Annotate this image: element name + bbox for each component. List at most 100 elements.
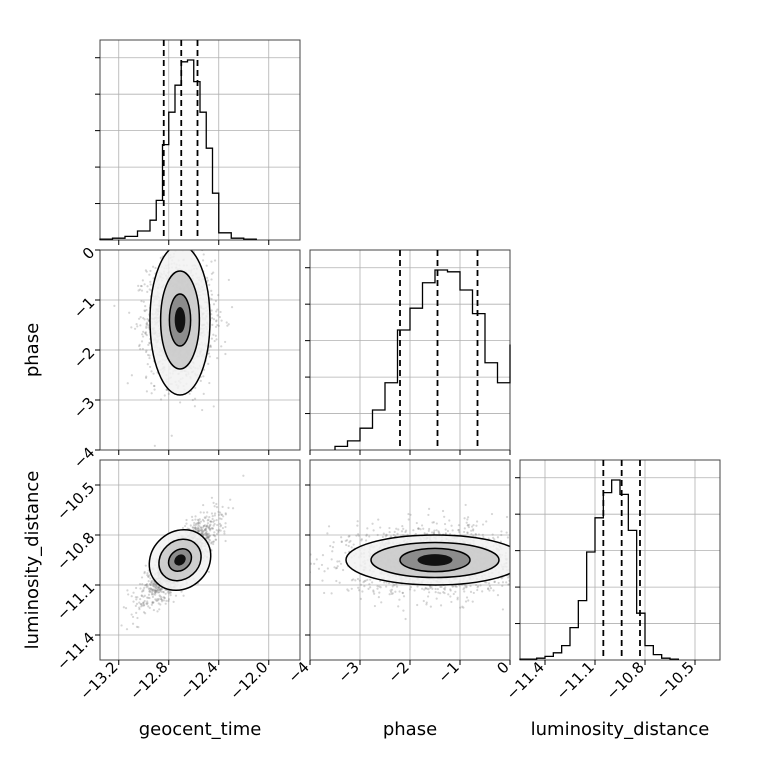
panel-geocent-time-vs-luminosity-distance-point [208, 516, 211, 519]
panel-geocent-time-vs-phase-point [142, 335, 145, 338]
panel-phase-vs-luminosity-distance-point [421, 587, 424, 590]
panel-geocent-time-vs-luminosity-distance-point [161, 588, 164, 591]
panel-geocent-time-vs-luminosity-distance-point [210, 496, 214, 499]
panel-phase-vs-luminosity-distance-point [310, 562, 313, 565]
panel-geocent-time-vs-luminosity-distance-point [146, 585, 149, 588]
panel-geocent-time-vs-phase-point [143, 309, 147, 313]
panel-phase-vs-luminosity-distance-point [378, 585, 381, 588]
panel-phase-vs-luminosity-distance-point [382, 532, 385, 535]
panel-phase-vs-luminosity-distance-point [499, 540, 502, 543]
panel-geocent-time-vs-luminosity-distance-point [155, 585, 158, 588]
panel-geocent-time-vs-luminosity-distance-point [194, 527, 197, 530]
panel-geocent-time-vs-phase-point [209, 345, 213, 348]
panel-phase-vs-luminosity-distance-point [361, 590, 364, 593]
panel-phase-vs-luminosity-distance-point [368, 535, 371, 538]
panel-geocent-time-vs-phase-point [216, 308, 219, 311]
panel-geocent-time-vs-luminosity-distance-point [146, 572, 149, 575]
panel-phase-vs-luminosity-distance-point [463, 527, 466, 530]
panel-phase-vs-luminosity-distance-point [458, 530, 461, 534]
panel-geocent-time-vs-luminosity-distance-point [172, 600, 175, 604]
panel-geocent-time-vs-phase-point [193, 405, 196, 408]
panel-geocent-time-vs-phase-point [215, 319, 218, 322]
panel-geocent-time-vs-luminosity-distance-point [150, 593, 154, 596]
panel-phase-vs-luminosity-distance-point [390, 590, 393, 594]
panel-phase-vs-luminosity-distance-point [388, 526, 391, 530]
panel-phase-vs-luminosity-distance-point [407, 512, 410, 516]
panel-phase-vs-luminosity-distance-point [435, 597, 438, 600]
panel-phase-vs-luminosity-distance-point [471, 600, 474, 603]
panel-geocent-time-vs-luminosity-distance-point [214, 538, 218, 541]
panel-geocent-time-vs-luminosity-distance-point [141, 604, 144, 607]
panel-geocent-time-vs-phase-point [149, 365, 152, 369]
panel-geocent-time-vs-phase-point [167, 392, 170, 395]
panel-geocent-time-vs-luminosity-distance-point [160, 598, 163, 601]
panel-geocent-time-vs-luminosity-distance-point [182, 594, 185, 597]
panel-geocent-time-vs-luminosity-distance-point [156, 597, 159, 601]
panel-geocent-time-vs-luminosity-distance-point [156, 589, 159, 592]
panel-geocent-time-vs-luminosity-distance-point [150, 580, 153, 583]
panel-geocent-time-vs-phase-point [145, 325, 148, 328]
panel-geocent-time-vs-luminosity-distance-point [166, 591, 169, 594]
panel-geocent-time-vs-luminosity-distance-point [138, 601, 141, 604]
panel-geocent-time-vs-phase-point [217, 294, 220, 297]
panel-geocent-time-vs-luminosity-distance-point [148, 596, 151, 600]
panel-geocent-time-vs-luminosity-distance-point [197, 523, 200, 527]
panel-phase-vs-luminosity-distance-point [393, 530, 396, 533]
panel-geocent-time-vs-luminosity-distance-point [159, 603, 162, 606]
panel-phase-vs-luminosity-distance-point [371, 522, 374, 525]
panel-phase-vs-luminosity-distance-point [431, 587, 434, 590]
panel-geocent-time-vs-luminosity-distance-point [200, 529, 203, 532]
panel-geocent-time-vs-luminosity-distance-point [197, 521, 200, 524]
panel-geocent-time-vs-phase-point [159, 256, 162, 260]
panel-geocent-time-vs-luminosity-distance-point [158, 608, 161, 611]
panel-geocent-time-vs-luminosity-distance-point [198, 529, 201, 532]
panel-phase-vs-luminosity-distance-point [416, 585, 419, 588]
panel-geocent-time-vs-phase-point [194, 386, 197, 389]
panel-geocent-time-vs-luminosity-distance-point [191, 526, 194, 529]
panel-geocent-time-vs-luminosity-distance-point [180, 590, 183, 593]
panel-geocent-time-vs-luminosity-distance-point [201, 531, 204, 534]
panel-geocent-time-vs-luminosity-distance-point [152, 582, 155, 585]
panel-phase-vs-luminosity-distance-point [345, 543, 348, 547]
panel-geocent-time-vs-luminosity-distance-point [205, 534, 208, 537]
panel-phase-vs-luminosity-distance-point [506, 536, 509, 539]
panel-geocent-time-vs-phase-point [137, 317, 141, 320]
panel-geocent-time-vs-luminosity-distance-point [142, 595, 145, 598]
panel-geocent-time-vs-luminosity-distance-point [152, 601, 155, 604]
panel-geocent-time-vs-phase-point [216, 357, 219, 360]
panel-geocent-time-vs-phase-point [212, 303, 216, 306]
panel-geocent-time-vs-luminosity-distance-point [210, 541, 213, 544]
panel-geocent-time-vs-phase-point [147, 326, 150, 329]
panel-geocent-time-vs-luminosity-distance-content [120, 474, 245, 631]
panel-geocent-time-vs-phase-point [214, 325, 218, 329]
panel-geocent-time-vs-luminosity-distance-point [205, 535, 208, 539]
panel-geocent-time-vs-luminosity-distance-point [156, 610, 159, 613]
panel-phase-vs-luminosity-distance-point [428, 527, 431, 531]
panel-phase-vs-luminosity-distance-point [466, 524, 469, 527]
panel-phase-vs-luminosity-distance-point [474, 532, 477, 536]
panel-geocent-time-vs-luminosity-distance-point [168, 590, 171, 593]
panel-phase-vs-luminosity-distance-point [372, 589, 375, 592]
panel-geocent-time-vs-luminosity-distance-point [140, 590, 144, 593]
panel-geocent-time-vs-luminosity-distance-frame [99, 459, 301, 661]
panel-geocent-time-vs-phase-point [146, 353, 150, 357]
panel-phase-vs-luminosity-distance-point [450, 600, 453, 604]
panel-phase-vs-luminosity-distance-point [419, 528, 422, 531]
panel-geocent-time-vs-luminosity-distance-point [203, 524, 207, 527]
panel-geocent-time-vs-luminosity-distance-point [156, 589, 159, 592]
panel-phase-vs-luminosity-distance-point [507, 576, 510, 579]
panel-phase-vs-luminosity-distance-point [469, 590, 473, 593]
panel-geocent-time-vs-phase-point [224, 352, 227, 356]
panel-geocent-time-vs-luminosity-distance-point [206, 536, 210, 539]
panel-geocent-time-vs-phase-point [212, 333, 215, 336]
panel-geocent-time-vs-luminosity-distance-point [140, 594, 143, 597]
panel-phase-vs-luminosity-distance-point [420, 524, 424, 527]
panel-phase-vs-luminosity-distance-point [378, 591, 381, 594]
panel-geocent-time-vs-luminosity-distance-point [160, 590, 163, 593]
panel-phase-vs-luminosity-distance-point [449, 588, 452, 591]
panel-geocent-time-vs-luminosity-distance-point [201, 529, 204, 532]
panel-geocent-time-vs-luminosity-distance-point [200, 530, 204, 534]
panel-geocent-time-vs-luminosity-distance-point [197, 527, 200, 530]
panel-geocent-time-vs-luminosity-distance-point [213, 531, 216, 534]
panel-geocent-time-vs-luminosity-distance-point [154, 591, 157, 594]
